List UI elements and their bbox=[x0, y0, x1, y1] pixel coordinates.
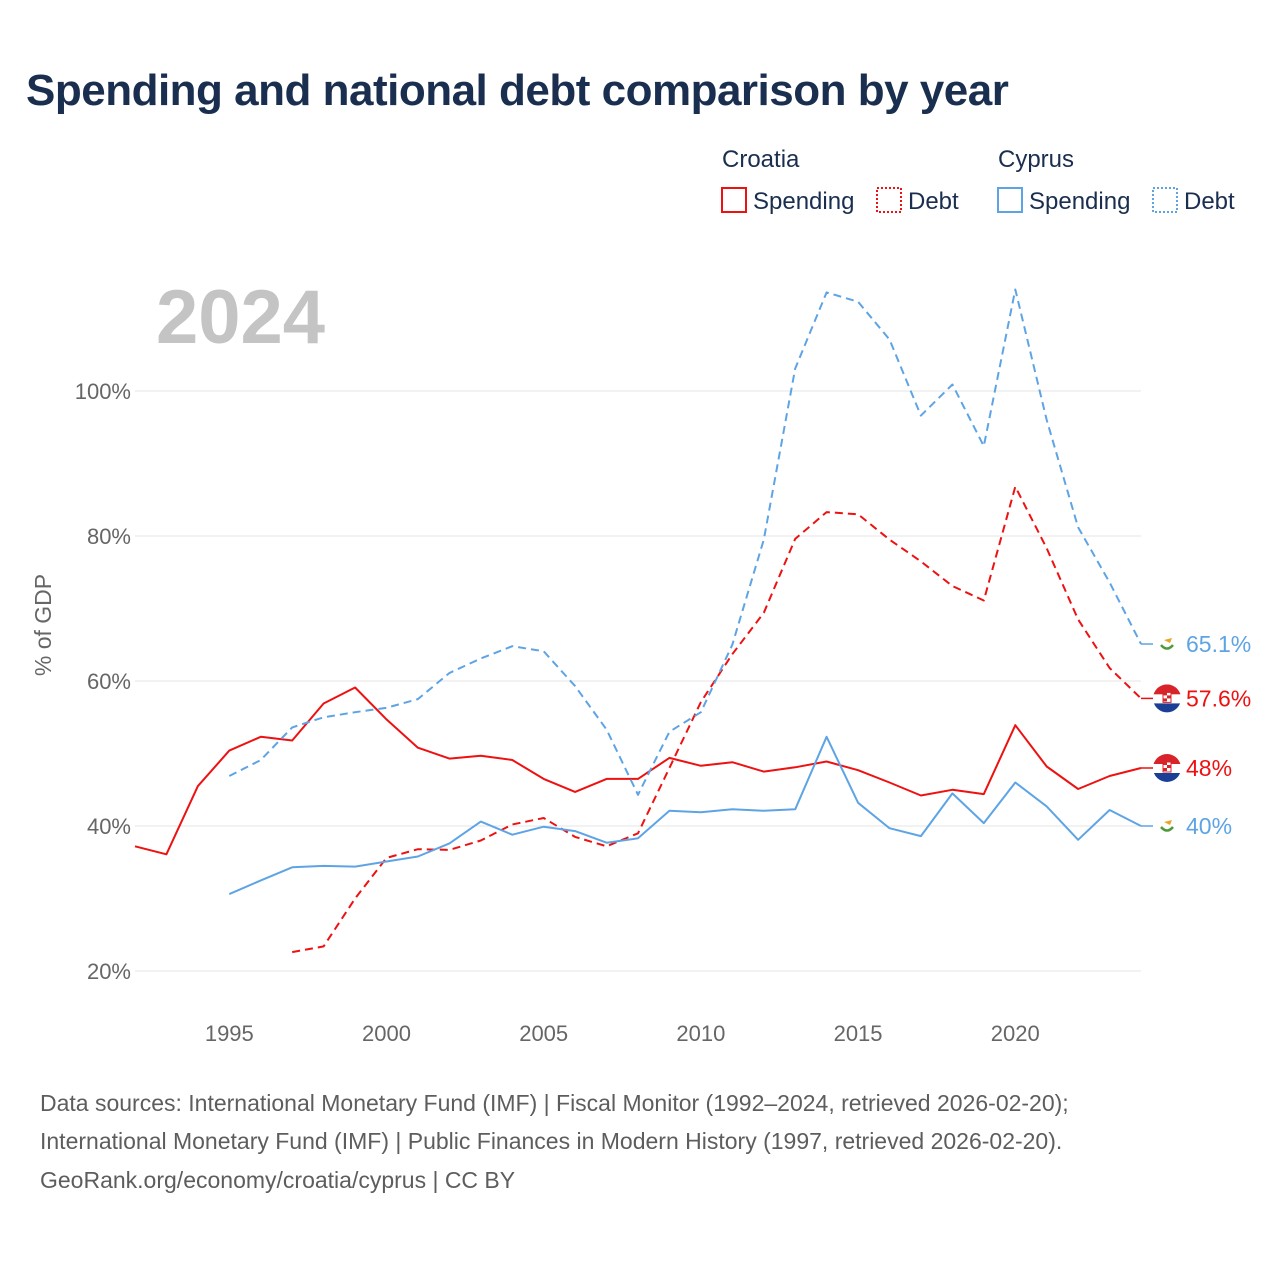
y-tick-label-100: 100% bbox=[75, 379, 131, 404]
y-tick-label-60: 60% bbox=[87, 669, 131, 694]
page-title: Spending and national debt comparison by… bbox=[26, 66, 1009, 115]
cyprus-flag-icon bbox=[1158, 817, 1176, 835]
y-axis-title: % of GDP bbox=[30, 574, 56, 676]
end-label-value: 48% bbox=[1186, 755, 1232, 781]
series-line-croatia-debt[interactable] bbox=[292, 485, 1142, 954]
croatia-flag-icon bbox=[1153, 754, 1181, 782]
y-tick-label-40: 40% bbox=[87, 814, 131, 839]
x-tick-label-2010: 2010 bbox=[676, 1021, 725, 1046]
series-lines bbox=[134, 288, 1142, 954]
legend-label-cyprus-spending[interactable]: Spending bbox=[1029, 188, 1130, 215]
end-label-cyprus-debt: 65.1% bbox=[1141, 631, 1251, 657]
legend-swatch-cyprus-spending[interactable] bbox=[997, 187, 1023, 213]
legend: Croatia Spending Debt Cyprus Spending De… bbox=[721, 146, 1235, 215]
x-tick-label-2020: 2020 bbox=[991, 1021, 1040, 1046]
end-label-croatia-spending: 48% bbox=[1141, 754, 1232, 782]
end-label-cyprus-spending: 40% bbox=[1141, 813, 1232, 839]
legend-swatch-croatia-debt[interactable] bbox=[876, 187, 902, 213]
legend-group-croatia: Croatia Spending Debt bbox=[721, 146, 959, 215]
series-line-cyprus-spending[interactable] bbox=[228, 735, 1142, 896]
cyprus-flag-icon bbox=[1158, 635, 1176, 654]
source-line-1: Data sources: International Monetary Fun… bbox=[40, 1090, 1069, 1116]
legend-swatch-cyprus-debt[interactable] bbox=[1152, 187, 1178, 213]
x-axis-ticks: 1995 2000 2005 2010 2015 2020 bbox=[205, 1021, 1040, 1046]
x-tick-label-2015: 2015 bbox=[834, 1021, 883, 1046]
legend-group-cyprus: Cyprus Spending Debt bbox=[997, 146, 1235, 215]
source-line-2: International Monetary Fund (IMF) | Publ… bbox=[40, 1128, 1063, 1154]
y-tick-label-20: 20% bbox=[87, 959, 131, 984]
legend-country-croatia: Croatia bbox=[722, 146, 800, 173]
legend-label-croatia-spending[interactable]: Spending bbox=[753, 188, 854, 215]
legend-label-croatia-debt[interactable]: Debt bbox=[908, 188, 959, 215]
legend-swatch-croatia-spending[interactable] bbox=[721, 187, 747, 213]
source-line-3[interactable]: GeoRank.org/economy/croatia/cyprus | CC … bbox=[40, 1167, 516, 1193]
end-labels: 65.1% 57.6% 48% 40% bbox=[1141, 631, 1251, 839]
legend-country-cyprus: Cyprus bbox=[998, 146, 1074, 173]
croatia-flag-icon bbox=[1153, 684, 1181, 713]
legend-label-cyprus-debt[interactable]: Debt bbox=[1184, 188, 1235, 215]
x-tick-label-2000: 2000 bbox=[362, 1021, 411, 1046]
grid-lines bbox=[135, 390, 1141, 972]
x-tick-label-2005: 2005 bbox=[519, 1021, 568, 1046]
series-line-croatia-spending[interactable] bbox=[134, 686, 1142, 856]
y-tick-label-80: 80% bbox=[87, 524, 131, 549]
end-label-croatia-debt: 57.6% bbox=[1141, 684, 1251, 713]
y-axis-ticks: 20% 40% 60% 80% 100% bbox=[75, 379, 131, 984]
end-label-value: 57.6% bbox=[1186, 685, 1251, 711]
line-chart: Croatia Spending Debt Cyprus Spending De… bbox=[30, 146, 1251, 1046]
year-watermark: 2024 bbox=[156, 275, 325, 360]
end-label-value: 40% bbox=[1186, 813, 1232, 839]
end-label-value: 65.1% bbox=[1186, 631, 1251, 657]
x-tick-label-1995: 1995 bbox=[205, 1021, 254, 1046]
series-line-cyprus-debt[interactable] bbox=[228, 288, 1142, 796]
